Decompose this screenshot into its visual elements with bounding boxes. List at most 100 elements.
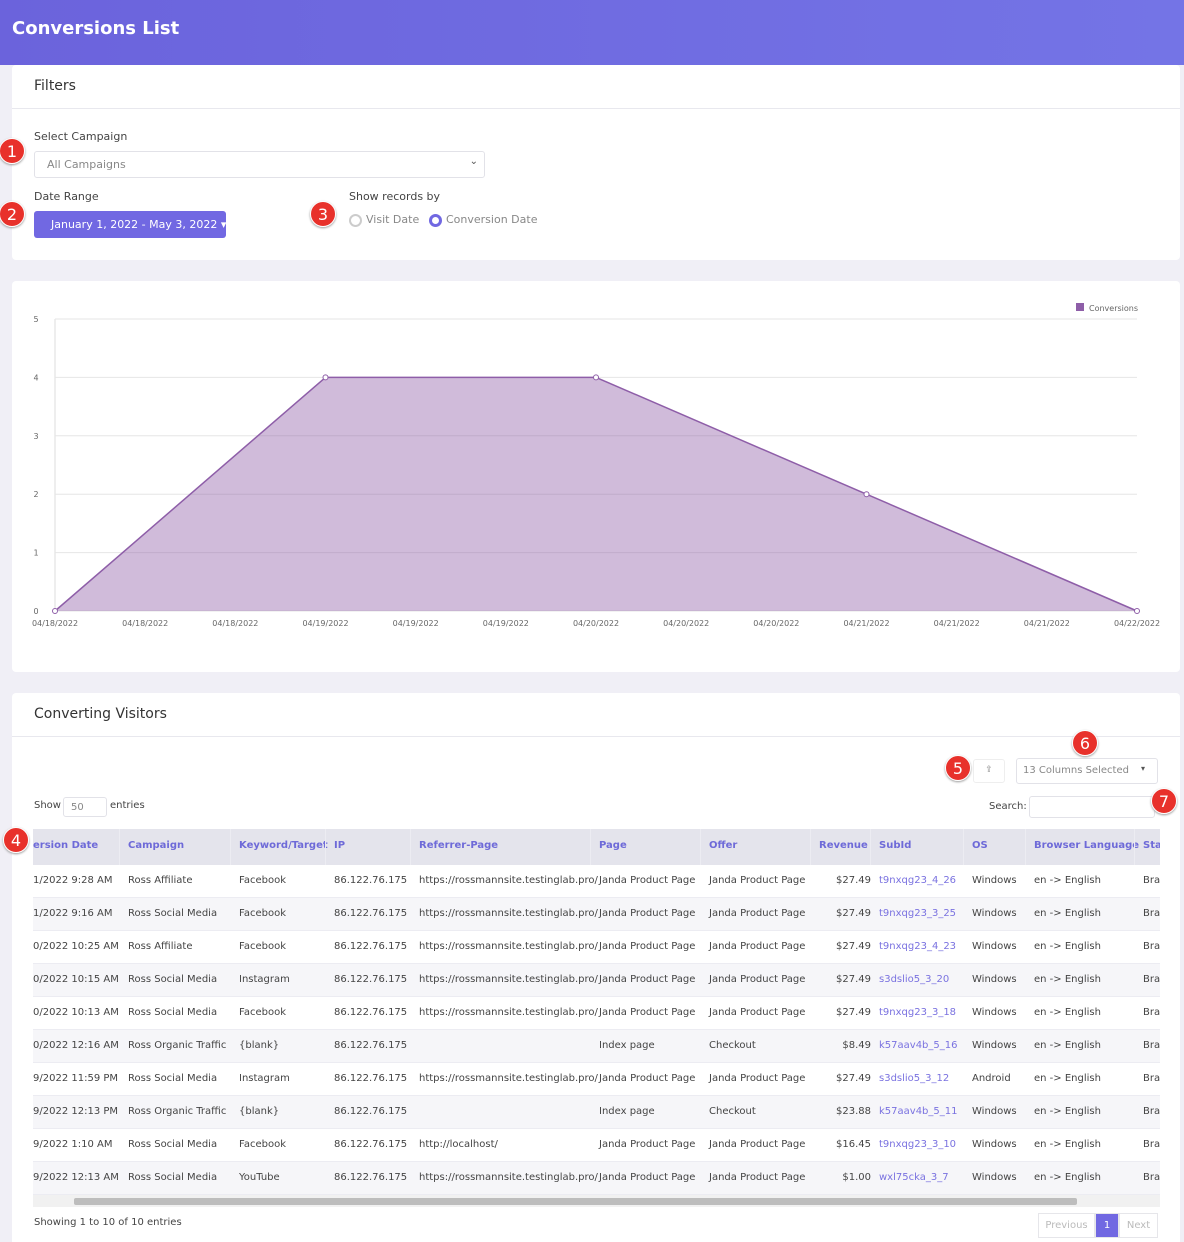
x-tick-label: 04/18/2022 [32,619,78,628]
table-row [33,1129,1160,1162]
column-header[interactable]: Keyword/Target [239,840,328,851]
label: Show records by [349,190,441,203]
column-header[interactable]: Campaign [128,840,185,851]
table-cell[interactable]: k57aav4b_5_11 [879,1106,958,1117]
table-cell: $27.49 [836,1073,871,1084]
column-header[interactable]: OS [972,840,988,851]
scroll-thumb[interactable] [74,1198,1077,1205]
radio-label[interactable]: Conversion Date [446,213,538,226]
annotation-marker: 4 [3,827,29,853]
table-cell: $27.49 [836,941,871,952]
entries-select[interactable]: 50 [63,797,107,817]
table-cell: Bra [1143,1106,1160,1117]
radio[interactable] [429,214,442,227]
select-value: All Campaigns [47,158,126,171]
table-row [33,997,1160,1030]
table-cell: Ross Social Media [128,1073,218,1084]
table-cell: $16.45 [836,1139,871,1150]
line-segment [54,376,326,612]
column-header[interactable]: Offer [709,840,738,851]
table-cell[interactable]: t9nxqg23_4_26 [879,875,957,886]
column-header[interactable]: Sta [1143,840,1160,851]
table-cell[interactable]: k57aav4b_5_16 [879,1040,958,1051]
caret: ▾ [1140,764,1145,773]
table-cell: Facebook [239,1139,286,1150]
legend-label: Conversions [1089,304,1138,313]
table-cell[interactable]: s3dslio5_3_20 [879,974,950,985]
radio-label[interactable]: Visit Date [366,213,420,226]
column-header[interactable]: Browser Language [1034,840,1140,851]
annotation-marker: 7 [1151,788,1177,814]
table-cell: Facebook [239,908,286,919]
table-cell: Instagram [239,974,290,985]
table-cell: 86.122.76.175 [334,941,408,952]
table-cell[interactable]: t9nxqg23_3_18 [879,1007,957,1018]
table-cell: 0/2022 10:15 AM [33,974,119,985]
table-cell: https://rossmannsite.testinglab.pro/ [419,974,598,985]
table-cell: {blank} [239,1040,280,1051]
x-tick-label: 04/22/2022 [1114,619,1160,628]
page-button[interactable]: Previous [1038,1213,1095,1238]
radio[interactable] [349,214,362,227]
table-cell: Checkout [709,1106,756,1117]
table-cell: Facebook [239,941,286,952]
table-row [33,1096,1160,1129]
page-label: Previous [1045,1220,1088,1231]
table-cell: https://rossmannsite.testinglab.pro/ [419,908,598,919]
line-segment [595,376,867,495]
table-cell: 0/2022 10:25 AM [33,941,119,952]
card-title: Converting Visitors [34,706,167,722]
date-range-button[interactable]: January 1, 2022 - May 3, 2022 ▾ [34,211,226,238]
table-cell: Windows [972,1139,1017,1150]
table-cell: Ross Affiliate [128,941,193,952]
table-cell: en -> English [1034,1172,1101,1183]
table-cell: 86.122.76.175 [334,1007,408,1018]
column-header[interactable]: Page [599,840,627,851]
table-cell[interactable]: s3dslio5_3_12 [879,1073,950,1084]
table-cell[interactable]: wxl75cka_3_7 [879,1172,949,1183]
label: entries [110,800,145,811]
table-cell[interactable]: t9nxqg23_3_25 [879,908,957,919]
column-header[interactable]: IP [334,840,346,851]
table-cell: Bra [1143,1139,1160,1150]
columns-dropdown[interactable]: 13 Columns Selected ▾ [1016,758,1158,784]
y-tick-label: 0 [33,607,38,616]
column-header[interactable]: Referrer-Page [419,840,499,851]
table-cell: Ross Social Media [128,908,218,919]
table-cell: Ross Social Media [128,1139,218,1150]
divider [12,736,1180,737]
table-cell: 86.122.76.175 [334,1139,408,1150]
page-button[interactable]: 1 [1095,1213,1119,1238]
column-header[interactable]: Revenue [819,840,868,851]
table-cell[interactable]: t9nxqg23_3_10 [879,1139,957,1150]
button-text: January 1, 2022 - May 3, 2022 [51,218,218,231]
table-cell: https://rossmannsite.testinglab.pro/ [419,1172,598,1183]
x-tick-label: 04/21/2022 [1024,619,1070,628]
table-cell: Janda Product Page [709,1172,806,1183]
campaign-select[interactable]: All Campaigns ⌄ [34,151,485,178]
y-tick-label: 2 [33,490,38,499]
label: Show [34,800,61,811]
table-row [33,1063,1160,1096]
page-label: 1 [1103,1220,1111,1231]
table-cell: Index page [599,1106,655,1117]
line-segment [866,493,1138,612]
table-cell: $1.00 [842,1172,871,1183]
column-header[interactable]: ersion Date [33,840,99,851]
table-cell: en -> English [1034,908,1101,919]
annotation-marker: 5 [945,755,971,781]
table-cell: Ross Social Media [128,1172,218,1183]
search-input[interactable] [1029,796,1155,818]
point [863,491,870,498]
page-button[interactable]: Next [1119,1213,1158,1238]
table-cell: Ross Organic Traffic [128,1106,227,1117]
x-tick-label: 04/19/2022 [393,619,439,628]
dropdown-text: 13 Columns Selected [1023,765,1129,776]
column-header[interactable]: SubId [879,840,912,851]
table-cell[interactable]: t9nxqg23_4_23 [879,941,957,952]
table-cell: 86.122.76.175 [334,1040,408,1051]
export-button[interactable]: ⇪ [973,759,1005,783]
table-row [33,865,1160,898]
table-cell: 9/2022 1:10 AM [33,1139,113,1150]
table-cell: Janda Product Page [599,875,696,886]
